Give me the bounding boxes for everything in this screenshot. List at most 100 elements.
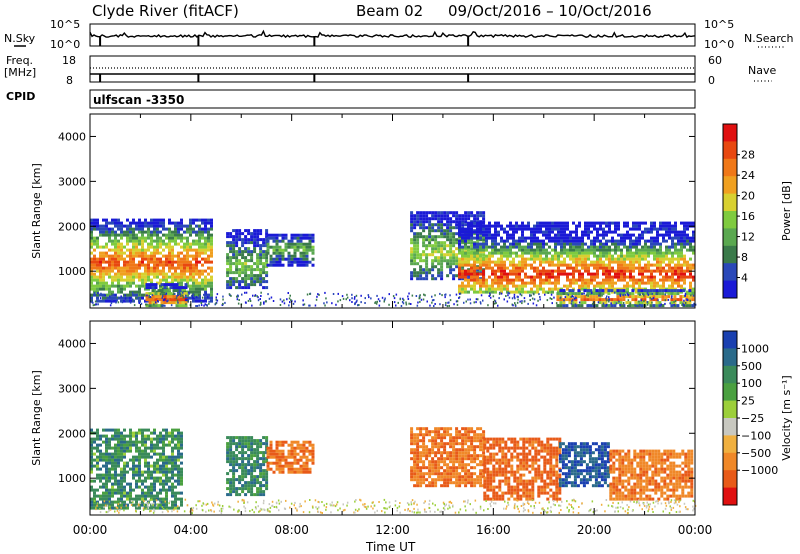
data-cell: [569, 248, 572, 252]
data-cell: [278, 257, 282, 261]
data-cell: [293, 242, 297, 246]
data-cell: [247, 268, 251, 272]
data-cell: [638, 278, 641, 282]
data-cell: [572, 269, 575, 273]
data-cell: [250, 463, 254, 467]
data-cell: [604, 304, 608, 308]
data-cell: [111, 299, 114, 303]
data-cell: [126, 434, 129, 438]
data-cell: [560, 260, 563, 264]
data-cell: [96, 458, 99, 462]
data-cell: [102, 500, 105, 504]
data-cell: [497, 281, 500, 285]
data-cell: [235, 244, 239, 248]
data-cell: [108, 290, 111, 294]
data-cell: [111, 230, 114, 234]
data-cell: [123, 434, 126, 438]
data-cell: [162, 221, 165, 225]
data-cell: [311, 257, 315, 261]
data-cell: [515, 269, 518, 273]
data-cell: [102, 440, 105, 444]
data-cell: [151, 286, 155, 290]
data-cell: [686, 266, 689, 270]
data-cell: [259, 271, 263, 275]
data-cell: [256, 478, 260, 482]
data-cell: [177, 275, 180, 279]
data-cell: [177, 260, 180, 264]
data-cell: [539, 269, 542, 273]
data-cell: [262, 436, 266, 440]
data-cell: [530, 236, 533, 240]
data-cell: [171, 503, 174, 507]
data-cell: [226, 253, 230, 257]
data-cell: [278, 467, 282, 471]
data-cell: [554, 281, 557, 285]
data-cell: [661, 304, 665, 308]
ground-scatter-cell: [642, 293, 644, 295]
data-cell: [229, 247, 233, 251]
data-cell: [656, 233, 659, 237]
data-cell: [521, 266, 524, 270]
ground-scatter-cell: [256, 295, 258, 298]
data-cell: [653, 257, 656, 261]
data-cell: [102, 281, 105, 285]
data-cell: [596, 257, 599, 261]
data-cell: [168, 470, 171, 474]
data-cell: [419, 271, 423, 275]
data-cell: [229, 262, 233, 266]
data-cell: [461, 275, 464, 279]
data-cell: [616, 301, 620, 305]
data-cell: [677, 254, 680, 258]
data-cell: [677, 272, 680, 276]
data-cell: [464, 247, 468, 251]
data-cell: [163, 301, 167, 305]
data-cell: [596, 284, 599, 288]
data-cell: [596, 236, 599, 240]
data-cell: [210, 260, 213, 264]
data-cell: [548, 260, 551, 264]
data-cell: [156, 236, 159, 240]
data-cell: [151, 283, 155, 287]
data-cell: [244, 259, 248, 263]
data-cell: [105, 461, 108, 465]
data-cell: [120, 476, 123, 480]
data-cell: [692, 230, 695, 234]
data-cell: [156, 476, 159, 480]
data-cell: [425, 274, 429, 278]
data-cell: [102, 452, 105, 456]
data-cell: [99, 254, 102, 258]
data-cell: [171, 248, 174, 252]
data-cell: [108, 239, 111, 243]
data-cell: [446, 226, 450, 230]
data-cell: [156, 251, 159, 255]
data-cell: [599, 245, 602, 249]
data-cell: [198, 296, 201, 300]
data-cell: [96, 437, 99, 441]
data-cell: [177, 467, 180, 471]
data-cell: [105, 437, 108, 441]
data-cell: [425, 253, 429, 257]
data-cell: [123, 479, 126, 483]
data-cell: [500, 275, 503, 279]
data-cell: [253, 268, 257, 272]
data-cell: [575, 233, 578, 237]
data-cell: [166, 301, 170, 305]
data-cell: [241, 439, 245, 443]
data-cell: [174, 266, 177, 270]
data-cell: [99, 443, 102, 447]
data-cell: [135, 473, 138, 477]
ground-scatter-cell: [657, 299, 659, 302]
data-cell: [302, 248, 306, 252]
data-cell: [449, 211, 453, 215]
data-cell: [189, 260, 192, 264]
data-cell: [467, 284, 470, 288]
data-cell: [99, 476, 102, 480]
data-cell: [198, 254, 201, 258]
ground-scatter-cell: [531, 297, 534, 300]
data-cell: [479, 268, 483, 272]
data-cell: [111, 488, 114, 492]
data-cell: [150, 251, 153, 255]
data-cell: [278, 260, 282, 264]
data-cell: [656, 239, 659, 243]
